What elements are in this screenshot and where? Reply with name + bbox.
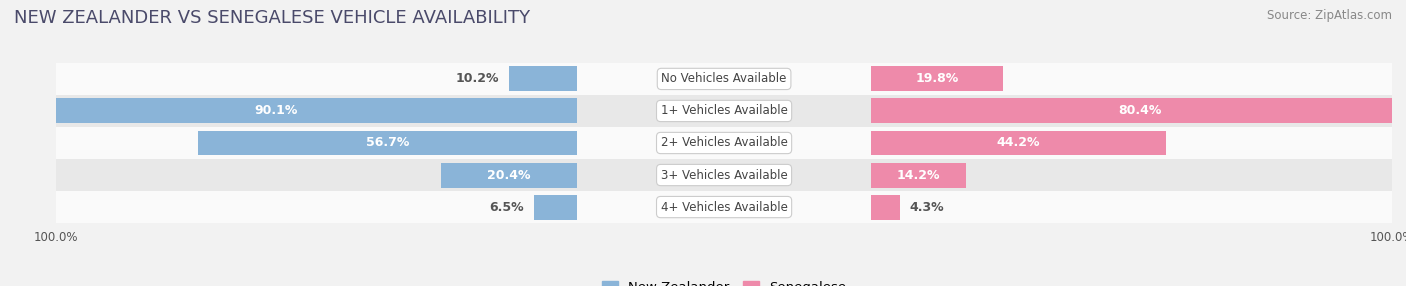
Text: 80.4%: 80.4% bbox=[1118, 104, 1161, 118]
Bar bbox=[872, 66, 1004, 92]
Bar bbox=[56, 159, 1392, 191]
Bar bbox=[872, 162, 966, 188]
Bar bbox=[872, 130, 1166, 156]
Text: NEW ZEALANDER VS SENEGALESE VEHICLE AVAILABILITY: NEW ZEALANDER VS SENEGALESE VEHICLE AVAI… bbox=[14, 9, 530, 27]
Bar bbox=[56, 127, 1392, 159]
Text: 4.3%: 4.3% bbox=[910, 200, 945, 214]
Text: 19.8%: 19.8% bbox=[915, 72, 959, 86]
Bar bbox=[534, 194, 578, 220]
Bar bbox=[441, 162, 578, 188]
Text: 44.2%: 44.2% bbox=[997, 136, 1040, 150]
Bar bbox=[56, 95, 1392, 127]
Text: 90.1%: 90.1% bbox=[254, 104, 298, 118]
Bar bbox=[56, 191, 1392, 223]
Text: 56.7%: 56.7% bbox=[366, 136, 409, 150]
Text: No Vehicles Available: No Vehicles Available bbox=[661, 72, 787, 86]
Bar bbox=[56, 63, 1392, 95]
Bar bbox=[198, 130, 578, 156]
Bar bbox=[509, 66, 578, 92]
Text: 4+ Vehicles Available: 4+ Vehicles Available bbox=[661, 200, 787, 214]
Text: 14.2%: 14.2% bbox=[897, 168, 941, 182]
Text: 10.2%: 10.2% bbox=[456, 72, 499, 86]
Text: Source: ZipAtlas.com: Source: ZipAtlas.com bbox=[1267, 9, 1392, 21]
Text: 20.4%: 20.4% bbox=[488, 168, 531, 182]
Legend: New Zealander, Senegalese: New Zealander, Senegalese bbox=[596, 276, 852, 286]
Text: 6.5%: 6.5% bbox=[489, 200, 524, 214]
Bar bbox=[872, 194, 900, 220]
Bar bbox=[0, 98, 578, 124]
Text: 3+ Vehicles Available: 3+ Vehicles Available bbox=[661, 168, 787, 182]
Text: 1+ Vehicles Available: 1+ Vehicles Available bbox=[661, 104, 787, 118]
Bar bbox=[872, 98, 1406, 124]
Text: 2+ Vehicles Available: 2+ Vehicles Available bbox=[661, 136, 787, 150]
